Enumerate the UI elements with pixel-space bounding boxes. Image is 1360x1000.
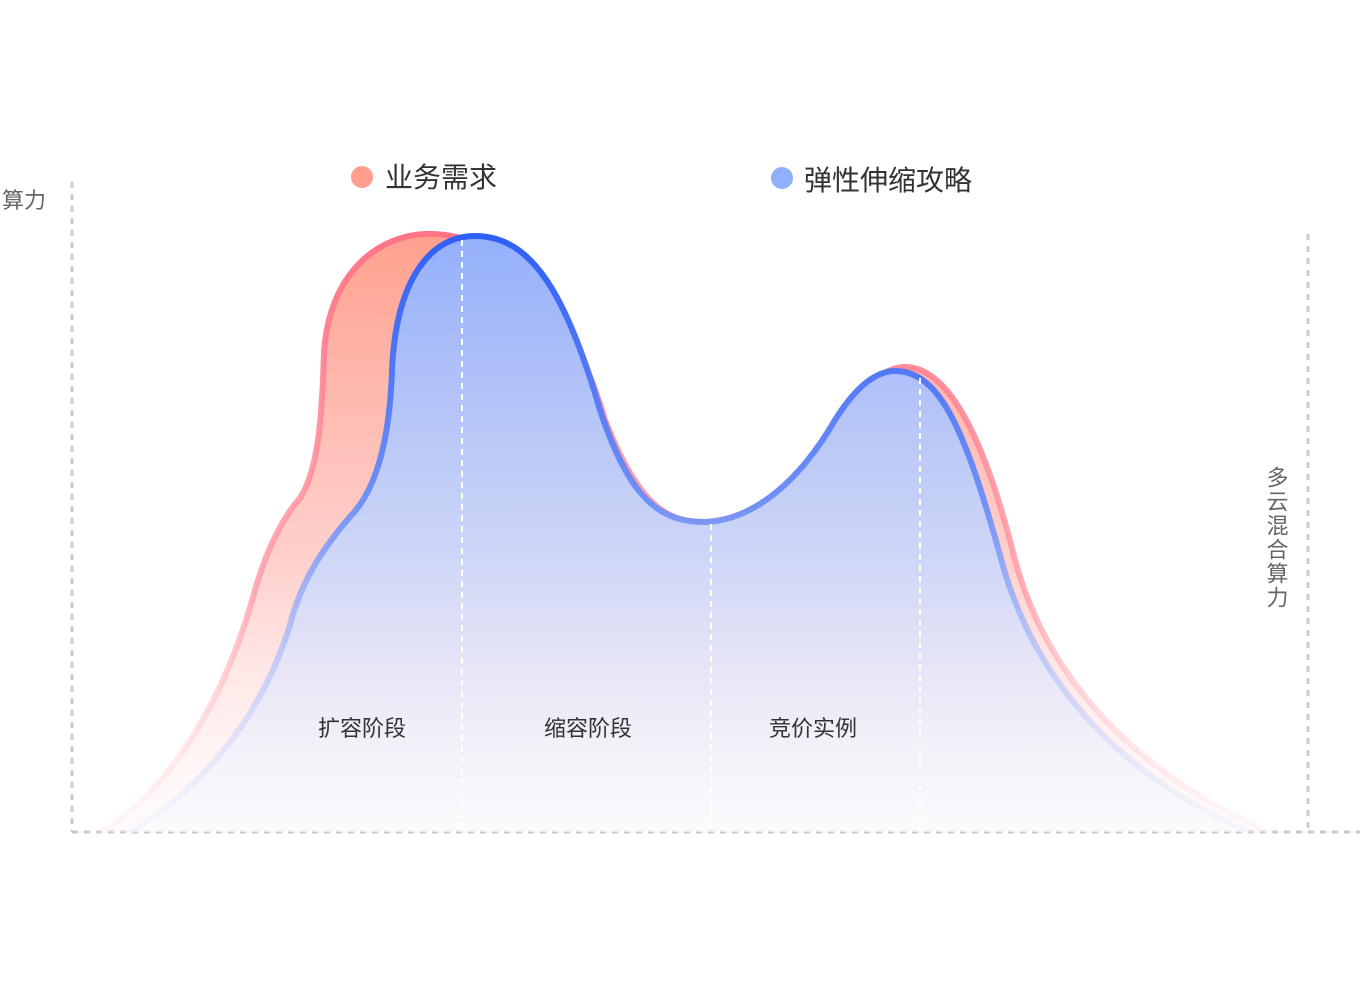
right-axis-label: 多云混合算力 xyxy=(1263,466,1289,610)
phase-label-shrink: 缩容阶段 xyxy=(544,717,632,742)
legend: 业务需求 弹性伸缩攻略 xyxy=(351,161,972,197)
legend-strategy-label: 弹性伸缩攻略 xyxy=(804,164,972,197)
strategy-area xyxy=(130,236,1250,832)
strategy-line xyxy=(127,232,1253,835)
legend-demand-dot xyxy=(351,166,373,188)
left-axis-label: 算力 xyxy=(2,189,46,214)
phase-dividers xyxy=(461,240,921,830)
legend-strategy-dot xyxy=(771,167,793,189)
phase-label-expand: 扩容阶段 xyxy=(318,717,406,742)
phase-labels: 扩容阶段 缩容阶段 竞价实例 xyxy=(318,717,857,742)
phase-label-spot: 竞价实例 xyxy=(769,717,857,742)
strategy-curve xyxy=(127,232,1253,835)
legend-demand-label: 业务需求 xyxy=(385,161,497,194)
